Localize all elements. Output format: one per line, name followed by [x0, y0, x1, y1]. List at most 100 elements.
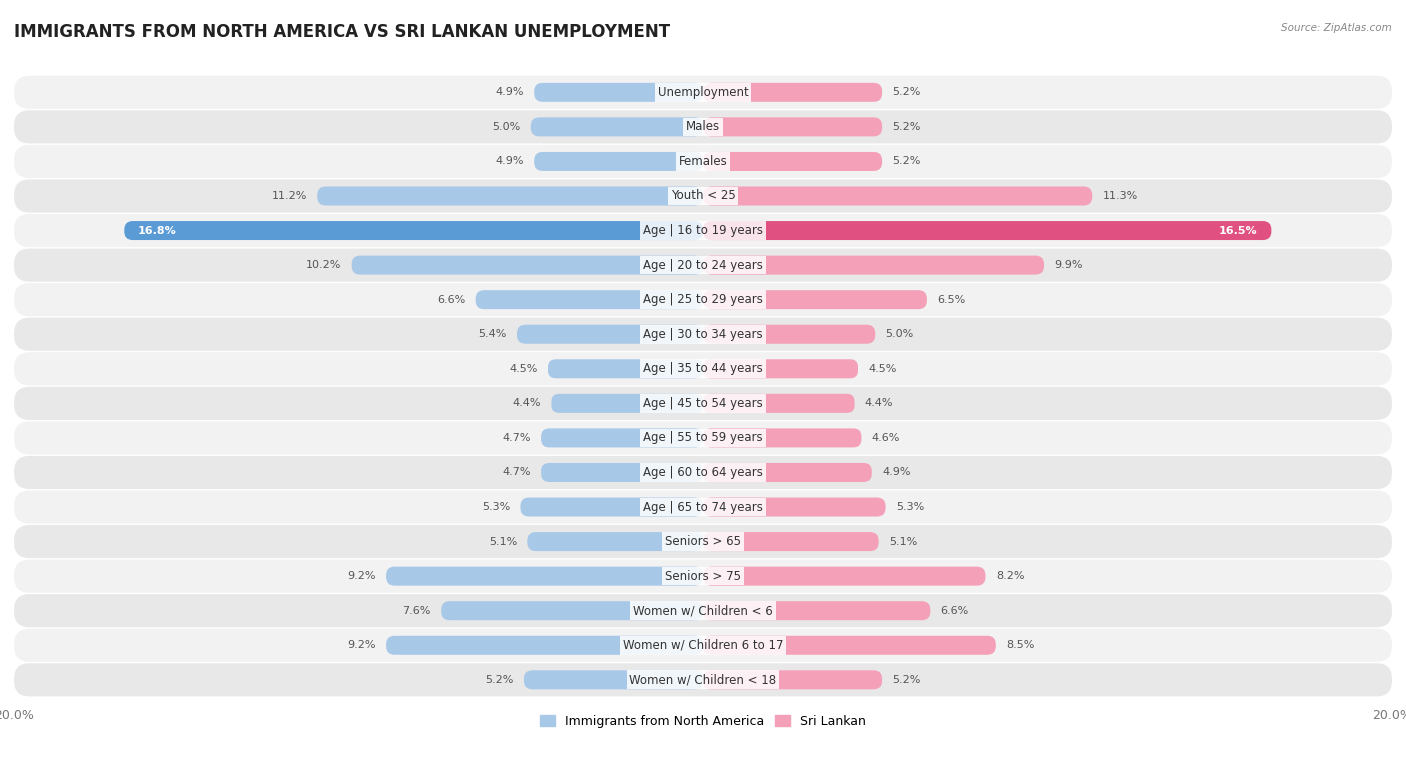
FancyBboxPatch shape: [703, 670, 882, 690]
Text: Age | 35 to 44 years: Age | 35 to 44 years: [643, 363, 763, 375]
FancyBboxPatch shape: [14, 525, 1392, 558]
Text: 5.1%: 5.1%: [889, 537, 917, 547]
FancyBboxPatch shape: [14, 145, 1392, 178]
Text: 4.5%: 4.5%: [869, 364, 897, 374]
Text: Age | 45 to 54 years: Age | 45 to 54 years: [643, 397, 763, 410]
FancyBboxPatch shape: [703, 636, 995, 655]
Text: Women w/ Children 6 to 17: Women w/ Children 6 to 17: [623, 639, 783, 652]
Text: Age | 65 to 74 years: Age | 65 to 74 years: [643, 500, 763, 513]
FancyBboxPatch shape: [352, 256, 703, 275]
Text: 11.3%: 11.3%: [1102, 191, 1137, 201]
FancyBboxPatch shape: [14, 214, 1392, 247]
Text: Seniors > 65: Seniors > 65: [665, 535, 741, 548]
Text: 5.1%: 5.1%: [489, 537, 517, 547]
Text: Age | 60 to 64 years: Age | 60 to 64 years: [643, 466, 763, 479]
FancyBboxPatch shape: [14, 283, 1392, 316]
Text: 5.2%: 5.2%: [893, 122, 921, 132]
Text: 4.4%: 4.4%: [865, 398, 893, 408]
Text: Females: Females: [679, 155, 727, 168]
Text: 8.2%: 8.2%: [995, 571, 1025, 581]
Text: 9.2%: 9.2%: [347, 640, 375, 650]
FancyBboxPatch shape: [14, 76, 1392, 109]
FancyBboxPatch shape: [14, 318, 1392, 350]
FancyBboxPatch shape: [551, 394, 703, 413]
Text: Unemployment: Unemployment: [658, 86, 748, 99]
Text: 5.0%: 5.0%: [492, 122, 520, 132]
FancyBboxPatch shape: [14, 628, 1392, 662]
Text: 6.6%: 6.6%: [437, 294, 465, 304]
Text: 6.5%: 6.5%: [938, 294, 966, 304]
FancyBboxPatch shape: [524, 670, 703, 690]
FancyBboxPatch shape: [703, 567, 986, 586]
FancyBboxPatch shape: [541, 463, 703, 482]
FancyBboxPatch shape: [703, 532, 879, 551]
Text: Age | 30 to 34 years: Age | 30 to 34 years: [643, 328, 763, 341]
Text: 4.5%: 4.5%: [509, 364, 537, 374]
FancyBboxPatch shape: [534, 83, 703, 102]
FancyBboxPatch shape: [703, 186, 1092, 205]
Text: Youth < 25: Youth < 25: [671, 189, 735, 202]
FancyBboxPatch shape: [14, 179, 1392, 213]
FancyBboxPatch shape: [703, 360, 858, 378]
FancyBboxPatch shape: [548, 360, 703, 378]
Text: Women w/ Children < 18: Women w/ Children < 18: [630, 673, 776, 687]
FancyBboxPatch shape: [14, 491, 1392, 524]
Text: 4.4%: 4.4%: [513, 398, 541, 408]
FancyBboxPatch shape: [703, 256, 1045, 275]
FancyBboxPatch shape: [527, 532, 703, 551]
Text: 4.9%: 4.9%: [495, 87, 524, 98]
Text: 5.0%: 5.0%: [886, 329, 914, 339]
Text: Women w/ Children < 6: Women w/ Children < 6: [633, 604, 773, 617]
FancyBboxPatch shape: [517, 325, 703, 344]
Text: 4.7%: 4.7%: [502, 468, 531, 478]
Text: Seniors > 75: Seniors > 75: [665, 570, 741, 583]
FancyBboxPatch shape: [703, 221, 1271, 240]
Text: 5.2%: 5.2%: [893, 87, 921, 98]
Text: 16.8%: 16.8%: [138, 226, 177, 235]
FancyBboxPatch shape: [703, 428, 862, 447]
FancyBboxPatch shape: [703, 601, 931, 620]
Text: 4.9%: 4.9%: [495, 157, 524, 167]
FancyBboxPatch shape: [703, 463, 872, 482]
FancyBboxPatch shape: [14, 387, 1392, 420]
Text: 11.2%: 11.2%: [271, 191, 307, 201]
FancyBboxPatch shape: [14, 248, 1392, 282]
FancyBboxPatch shape: [703, 497, 886, 516]
FancyBboxPatch shape: [387, 636, 703, 655]
FancyBboxPatch shape: [541, 428, 703, 447]
Text: IMMIGRANTS FROM NORTH AMERICA VS SRI LANKAN UNEMPLOYMENT: IMMIGRANTS FROM NORTH AMERICA VS SRI LAN…: [14, 23, 671, 41]
Text: 5.3%: 5.3%: [896, 502, 924, 512]
FancyBboxPatch shape: [14, 456, 1392, 489]
FancyBboxPatch shape: [441, 601, 703, 620]
Text: 5.3%: 5.3%: [482, 502, 510, 512]
Text: 10.2%: 10.2%: [307, 260, 342, 270]
FancyBboxPatch shape: [534, 152, 703, 171]
FancyBboxPatch shape: [475, 290, 703, 309]
FancyBboxPatch shape: [14, 663, 1392, 696]
FancyBboxPatch shape: [14, 559, 1392, 593]
FancyBboxPatch shape: [531, 117, 703, 136]
Text: Males: Males: [686, 120, 720, 133]
FancyBboxPatch shape: [703, 290, 927, 309]
Text: 9.2%: 9.2%: [347, 571, 375, 581]
FancyBboxPatch shape: [387, 567, 703, 586]
FancyBboxPatch shape: [124, 221, 703, 240]
Text: 4.6%: 4.6%: [872, 433, 900, 443]
Text: 5.2%: 5.2%: [893, 674, 921, 685]
Text: 5.4%: 5.4%: [478, 329, 506, 339]
Text: 4.9%: 4.9%: [882, 468, 911, 478]
Text: 7.6%: 7.6%: [402, 606, 430, 615]
FancyBboxPatch shape: [318, 186, 703, 205]
Text: Age | 55 to 59 years: Age | 55 to 59 years: [643, 431, 763, 444]
FancyBboxPatch shape: [14, 422, 1392, 454]
Text: 9.9%: 9.9%: [1054, 260, 1083, 270]
FancyBboxPatch shape: [703, 152, 882, 171]
Text: Source: ZipAtlas.com: Source: ZipAtlas.com: [1281, 23, 1392, 33]
FancyBboxPatch shape: [703, 394, 855, 413]
FancyBboxPatch shape: [14, 111, 1392, 144]
Text: 8.5%: 8.5%: [1007, 640, 1035, 650]
FancyBboxPatch shape: [14, 352, 1392, 385]
FancyBboxPatch shape: [703, 325, 875, 344]
FancyBboxPatch shape: [703, 83, 882, 102]
FancyBboxPatch shape: [703, 117, 882, 136]
